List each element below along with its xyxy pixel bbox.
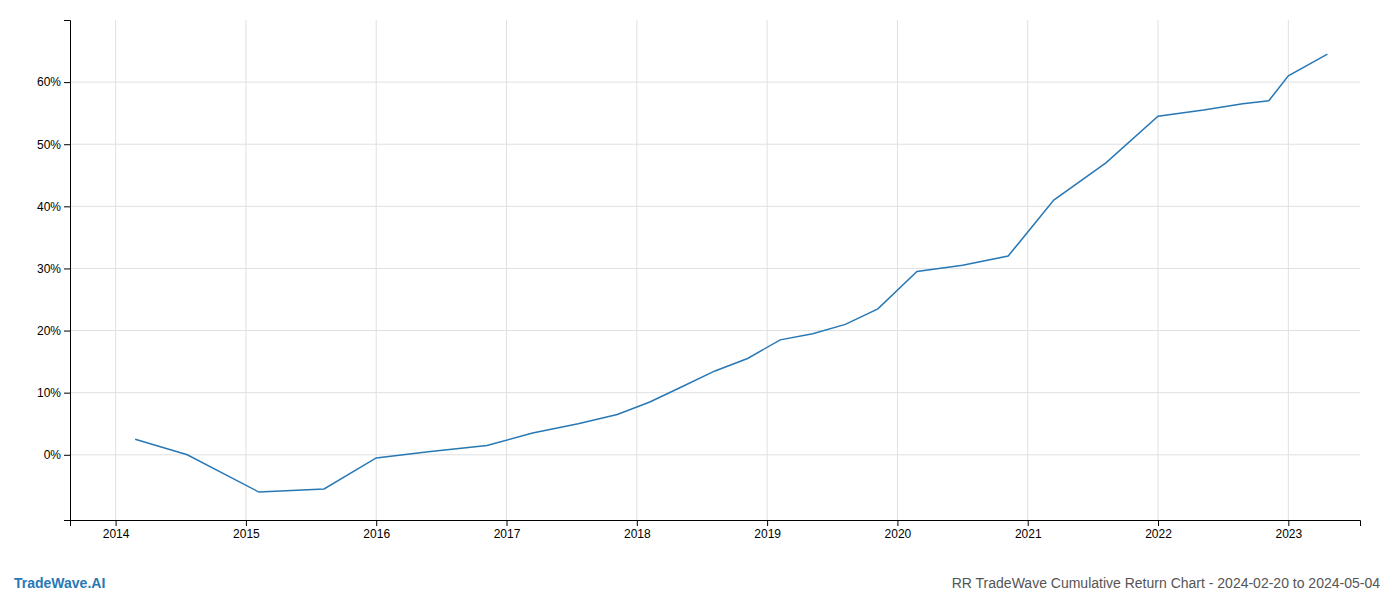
y-tick-mark: [64, 206, 70, 207]
x-tick: 2016: [363, 520, 390, 541]
y-tick-label: 40%: [37, 200, 61, 214]
y-tick: 0%: [44, 448, 70, 462]
y-tick-mark: [64, 455, 70, 456]
y-axis-line: [64, 21, 71, 521]
grid-line-x: [1158, 20, 1159, 520]
x-tick-label: 2018: [624, 527, 651, 541]
watermark: TradeWave.AI: [14, 575, 105, 591]
y-tick: 40%: [37, 200, 70, 214]
x-tick-label: 2016: [363, 527, 390, 541]
chart-svg: 2014 2015 2016 2017 2018 2019 2020 2021 2022 2023…: [0, 0, 1400, 600]
y-tick-mark: [64, 144, 70, 145]
x-tick-label: 2015: [233, 527, 260, 541]
y-tick-label: 30%: [37, 262, 61, 276]
grid-line-y: [70, 206, 1360, 207]
line: [135, 54, 1327, 492]
x-tick-label: 2020: [885, 527, 912, 541]
x-tick-mark: [1158, 520, 1159, 526]
y-tick-label: 50%: [37, 138, 61, 152]
grid-line-y: [70, 144, 1360, 145]
grid-line-x: [767, 20, 768, 520]
x-tick-mark: [1028, 520, 1029, 526]
grid: [70, 20, 1360, 520]
grid-line-x: [506, 20, 507, 520]
x-tick-label: 2017: [494, 527, 521, 541]
x-tick-label: 2019: [754, 527, 781, 541]
x-tick: 2019: [754, 520, 781, 541]
x-axis-line: [71, 521, 1361, 527]
x-tick: 2014: [103, 520, 130, 541]
grid-line-x: [1288, 20, 1289, 520]
marks: [135, 54, 1327, 492]
y-tick-label: 60%: [37, 75, 61, 89]
grid-line-x: [897, 20, 898, 520]
y-tick: 20%: [37, 324, 70, 338]
y-tick-label: 20%: [37, 324, 61, 338]
x-tick-mark: [767, 520, 768, 526]
grid-line-y: [70, 268, 1360, 269]
x-tick: 2022: [1145, 520, 1172, 541]
grid-line-x: [376, 20, 377, 520]
y-tick-mark: [64, 82, 70, 83]
x-tick-mark: [246, 520, 247, 526]
x-tick-mark: [897, 520, 898, 526]
y-tick-mark: [64, 268, 70, 269]
y-tick: 30%: [37, 262, 70, 276]
x-tick-mark: [1288, 520, 1289, 526]
x-tick: 2020: [885, 520, 912, 541]
y-tick-label: 0%: [44, 448, 62, 462]
x-tick-mark: [376, 520, 377, 526]
x-tick: 2021: [1015, 520, 1042, 541]
y-tick: 50%: [37, 138, 70, 152]
x-tick-label: 2014: [103, 527, 130, 541]
grid-line-y: [70, 454, 1360, 455]
grid-line-y: [70, 330, 1360, 331]
x-tick: 2018: [624, 520, 651, 541]
x-tick-label: 2022: [1145, 527, 1172, 541]
x-tick-mark: [116, 520, 117, 526]
x-axis: 2014 2015 2016 2017 2018 2019 2020 2021 2022 2023: [71, 520, 1361, 541]
grid-line-y: [70, 82, 1360, 83]
grid-line-y: [70, 392, 1360, 393]
grid-line-x: [1027, 20, 1028, 520]
grid-line-x: [245, 20, 246, 520]
y-tick: 60%: [37, 75, 70, 89]
y-tick-mark: [64, 393, 70, 394]
x-tick-mark: [637, 520, 638, 526]
y-axis: 0% 10% 20% 30% 40% 50% 60%: [37, 21, 71, 521]
x-tick-mark: [507, 520, 508, 526]
y-tick-label: 10%: [37, 386, 61, 400]
grid-line-x: [115, 20, 116, 520]
grid-line-x: [636, 20, 637, 520]
x-tick: 2017: [494, 520, 521, 541]
x-tick-label: 2021: [1015, 527, 1042, 541]
title: RR TradeWave Cumulative Return Chart - 2…: [952, 575, 1380, 591]
x-tick: 2023: [1275, 520, 1302, 541]
x-tick-label: 2023: [1275, 527, 1302, 541]
x-tick: 2015: [233, 520, 260, 541]
y-tick-mark: [64, 331, 70, 332]
plot-area: 2014 2015 2016 2017 2018 2019 2020 2021 2022 2023…: [37, 20, 1361, 541]
y-tick: 10%: [37, 386, 70, 400]
